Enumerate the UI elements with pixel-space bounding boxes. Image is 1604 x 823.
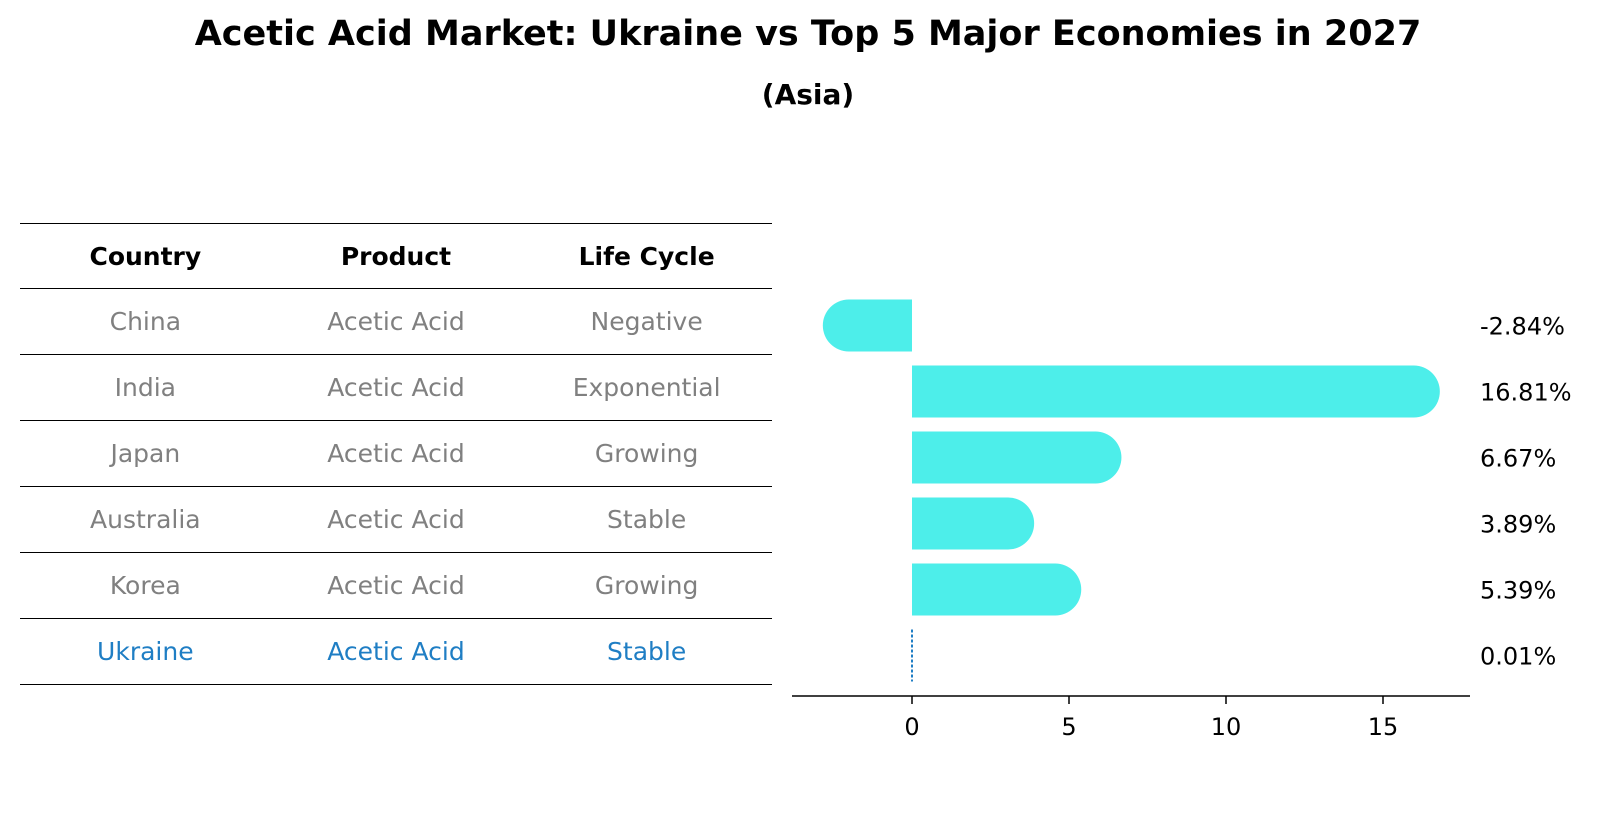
bar-korea [912,563,1082,616]
value-label: 16.81% [1480,379,1572,407]
cell-product: Acetic Acid [327,307,465,336]
bar-india [912,365,1440,418]
cell-life-cycle: Negative [590,307,703,336]
cell-product: Acetic Acid [327,373,465,402]
x-tick-label: 5 [1061,713,1076,741]
x-tick-label: 15 [1368,713,1399,741]
header-life-cycle: Life Cycle [578,241,715,271]
cell-country: Japan [110,439,181,468]
value-label: 5.39% [1480,577,1556,605]
chart-title: Acetic Acid Market: Ukraine vs Top 5 Maj… [194,14,1422,54]
cell-life-cycle: Growing [594,439,699,468]
value-label: -2.84% [1480,313,1565,341]
x-tick-label: 10 [1211,713,1242,741]
cell-country: India [114,373,176,402]
cell-life-cycle: Exponential [572,373,721,402]
cell-life-cycle: Growing [594,571,699,600]
table-row: China Acetic Acid Negative [20,289,772,355]
cell-country: Korea [109,571,181,600]
table-row: India Acetic Acid Exponential [20,355,772,421]
cell-product: Acetic Acid [327,571,465,600]
header-country: Country [89,241,202,271]
table-header-row: Country Product Life Cycle [20,223,772,289]
table-row: Japan Acetic Acid Growing [20,421,772,487]
bar-australia [912,497,1035,550]
table-row: Korea Acetic Acid Growing [20,553,772,619]
table-row-highlight: Ukraine Acetic Acid Stable [20,619,772,685]
data-table: Country Product Life Cycle China Acetic … [20,223,772,685]
cell-country: Australia [90,505,201,534]
value-label: 6.67% [1480,445,1556,473]
header-product: Product [340,241,452,271]
cell-life-cycle: Stable [607,505,687,534]
table-row: Australia Acetic Acid Stable [20,487,772,553]
cell-country: Ukraine [97,637,194,666]
value-label: 3.89% [1480,511,1556,539]
cell-country: China [109,307,182,336]
value-label: 0.01% [1480,643,1556,671]
cell-life-cycle: Stable [607,637,687,666]
cell-product: Acetic Acid [327,637,465,666]
x-tick-label: 0 [904,713,919,741]
bar-china [822,299,912,352]
cell-product: Acetic Acid [327,439,465,468]
chart-subtitle: (Asia) [761,78,855,111]
cell-product: Acetic Acid [327,505,465,534]
bar-japan [912,431,1122,484]
